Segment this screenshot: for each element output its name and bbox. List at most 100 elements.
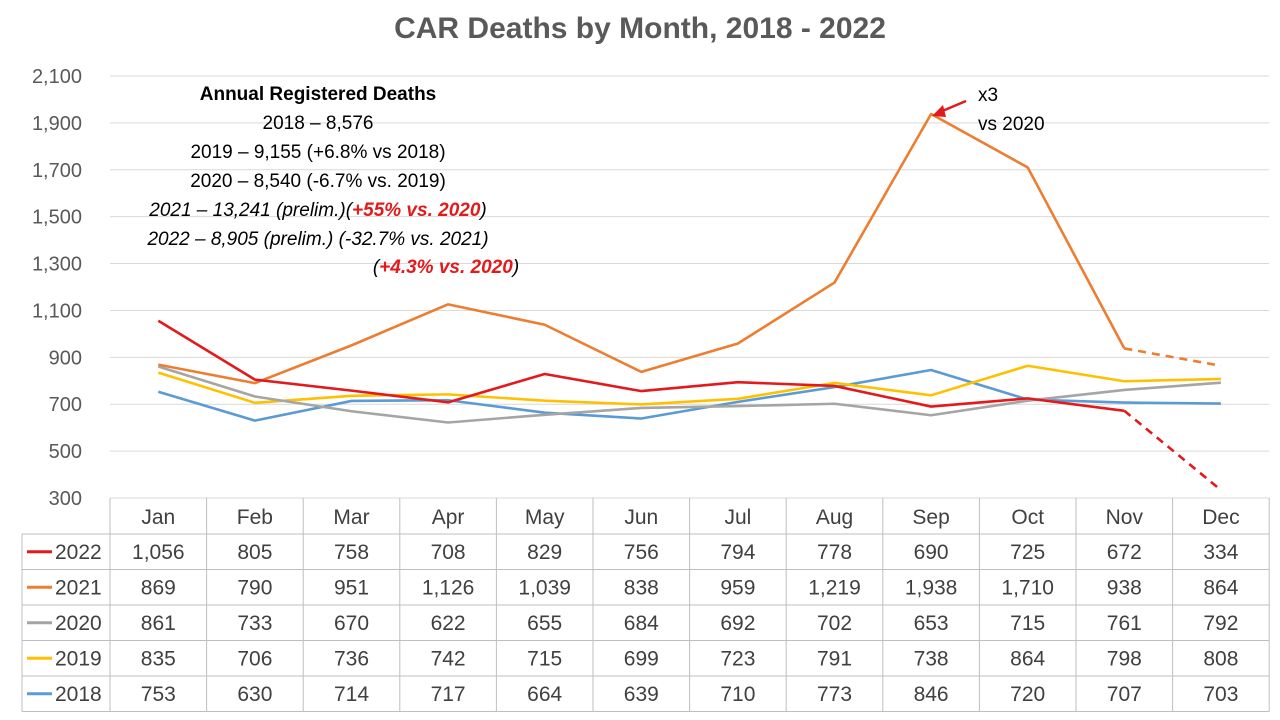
callout-text: vs 2020 — [978, 114, 1045, 135]
table-cell-value: 808 — [1203, 647, 1238, 670]
table-cell-value: 864 — [1010, 647, 1045, 670]
table-cell-value: 1,710 — [1001, 576, 1054, 599]
table-cell-value: 1,039 — [518, 576, 571, 599]
y-tick-label: 1,700 — [32, 160, 82, 182]
x-category-label: Oct — [1011, 506, 1044, 529]
table-cell-value: 670 — [334, 612, 369, 635]
annotation-part: 2022 – 8,905 (prelim.) (-32.7% vs. 2021) — [146, 229, 488, 250]
y-tick-label: 700 — [49, 394, 82, 416]
y-tick-label: 300 — [49, 488, 82, 510]
x-category-label: Jan — [141, 506, 175, 529]
table-cell-value: 805 — [237, 541, 272, 564]
table-cell-value: 664 — [527, 683, 562, 706]
table-cell-value: 672 — [1107, 541, 1142, 564]
x-category-label: Dec — [1202, 506, 1239, 529]
annotation-header: Annual Registered Deaths — [200, 84, 437, 105]
series-lines — [157, 112, 1222, 492]
table-cell-value: 835 — [141, 647, 176, 670]
table-cell-value: 1,219 — [808, 576, 861, 599]
annotation-part: 2018 – 8,576 — [263, 113, 374, 134]
annotation-part: ) — [511, 257, 519, 278]
series-line-2020 — [157, 365, 1221, 424]
annotation-line: 2022 – 8,905 (prelim.) (-32.7% vs. 2021) — [146, 229, 488, 250]
table-cell-value: 792 — [1203, 612, 1238, 635]
table-cell-value: 653 — [914, 612, 949, 635]
y-tick-label: 500 — [49, 441, 82, 463]
y-axis-tick-labels: 2,100 1,900 1,700 1,500 1,300 1,100 900 700 500 3… — [32, 66, 82, 510]
table-cell-value: 951 — [334, 576, 369, 599]
table-cell-value: 720 — [1010, 683, 1045, 706]
x-category-label: Jul — [724, 506, 751, 529]
table-cell-value: 702 — [817, 612, 852, 635]
x-category-label: Sep — [912, 506, 949, 529]
table-cell-value: 938 — [1107, 576, 1142, 599]
table-cell-value: 761 — [1107, 612, 1142, 635]
annotation-part: ( — [373, 257, 381, 278]
table-cell-value: 753 — [141, 683, 176, 706]
table-cell-value: 622 — [431, 612, 466, 635]
data-table: Jan Feb Mar Apr May Jun Jul Aug Sep Oct Nov Dec 2022… — [21, 498, 1270, 712]
table-cell-value: 655 — [527, 612, 562, 635]
table-cell-value: 794 — [720, 541, 755, 564]
y-tick-label: 1,100 — [32, 300, 82, 322]
y-tick-label: 1,300 — [32, 254, 82, 276]
table-cell-value: 738 — [914, 647, 949, 670]
peak-callout: x3 vs 2020 — [932, 85, 1045, 135]
y-tick-label: 1,500 — [32, 207, 82, 229]
annotation-text: Annual Registered Deaths 2018 – 8,576 2019… — [146, 84, 519, 278]
table-cell-value: 1,126 — [422, 576, 475, 599]
y-tick-label: 900 — [49, 347, 82, 369]
table-cell-value: 723 — [720, 647, 755, 670]
x-category-label: Mar — [333, 506, 369, 529]
table-cell-value: 758 — [334, 541, 369, 564]
legend-label: 2022 — [55, 541, 102, 564]
table-cell-value: 773 — [817, 683, 852, 706]
x-category-label: Apr — [432, 506, 465, 529]
table-cell-value: 791 — [817, 647, 852, 670]
table-cell-value: 1,938 — [905, 576, 958, 599]
x-category-label: Jun — [624, 506, 658, 529]
annotation-line: 2020 – 8,540 (-6.7% vs. 2019) — [190, 171, 446, 192]
table-cell-value: 725 — [1010, 541, 1045, 564]
table-cell-value: 710 — [720, 683, 755, 706]
y-tick-label: 2,100 — [32, 66, 82, 88]
callout-text: x3 — [978, 85, 998, 106]
table-cell-value: 829 — [527, 541, 562, 564]
annotation-part: 2021 – 13,241 (prelim.)( — [148, 200, 353, 221]
series-line-dashed-2021 — [1124, 347, 1222, 368]
table-cell-value: 706 — [237, 647, 272, 670]
table-cell-value: 798 — [1107, 647, 1142, 670]
series-line-2022 — [157, 319, 1125, 413]
table-cell-value: 715 — [1010, 612, 1045, 635]
y-tick-label: 1,900 — [32, 113, 82, 135]
table-cell-value: 742 — [431, 647, 466, 670]
callout-arrow-head — [932, 105, 946, 117]
annotation-part: 2020 – 8,540 (-6.7% vs. 2019) — [190, 171, 446, 192]
legend-label: 2019 — [55, 647, 102, 670]
annotation-part: ) — [478, 200, 486, 221]
series-line-dashed-2022 — [1123, 409, 1222, 492]
table-cell-value: 864 — [1203, 576, 1238, 599]
table-cell-value: 334 — [1203, 541, 1238, 564]
table-cell-value: 714 — [334, 683, 369, 706]
chart-title: CAR Deaths by Month, 2018 - 2022 — [394, 12, 886, 45]
gridlines — [110, 75, 1270, 499]
table-cell-value: 684 — [624, 612, 659, 635]
x-category-label: Aug — [816, 506, 853, 529]
legend-label: 2018 — [55, 683, 102, 706]
table-cell-value: 639 — [624, 683, 659, 706]
table-cell-value: 733 — [237, 612, 272, 635]
table-cell-value: 846 — [914, 683, 949, 706]
table-cell-value: 708 — [431, 541, 466, 564]
table-cell-value: 715 — [527, 647, 562, 670]
series-line-2018 — [157, 368, 1221, 422]
x-category-label: May — [525, 506, 565, 529]
table-cell-value: 699 — [624, 647, 659, 670]
annotation-line: 2018 – 8,576 — [263, 113, 374, 134]
annotation-part: +4.3% vs. 2020 — [379, 257, 513, 278]
table-cell-value: 703 — [1203, 683, 1238, 706]
annotation-line: 2019 – 9,155 (+6.8% vs 2018) — [190, 142, 445, 163]
table-cell-value: 756 — [624, 541, 659, 564]
table-cell-value: 1,056 — [132, 541, 185, 564]
